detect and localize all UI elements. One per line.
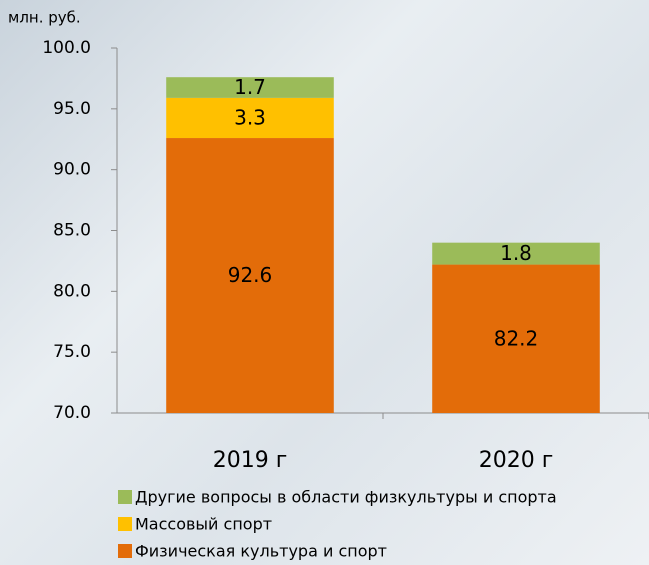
- legend-swatch: [118, 517, 132, 531]
- x-tick-label: 2020 г: [479, 448, 554, 473]
- y-tick-label: 90.0: [53, 160, 91, 180]
- bar-segment: [166, 138, 334, 414]
- legend-swatch: [118, 544, 132, 558]
- y-tick-label: 95.0: [53, 99, 91, 119]
- legend-swatch: [118, 490, 132, 504]
- data-label: 82.2: [494, 326, 539, 350]
- y-axis-label: млн. руб.: [8, 9, 81, 27]
- bar-segment: [432, 264, 600, 413]
- data-label: 1.8: [500, 241, 532, 265]
- y-tick-label: 75.0: [53, 342, 91, 362]
- legend-label: Физическая культура и спорт: [135, 542, 387, 561]
- y-tick-label: 100.0: [42, 38, 91, 58]
- y-tick-label: 85.0: [53, 221, 91, 241]
- legend-label: Массовый спорт: [135, 515, 272, 534]
- y-tick-label: 80.0: [53, 281, 91, 301]
- data-label: 1.7: [234, 75, 266, 99]
- data-label: 92.6: [228, 263, 273, 287]
- y-tick-label: 70.0: [53, 403, 91, 423]
- legend-label: Другие вопросы в области физкультуры и с…: [135, 488, 557, 507]
- x-tick-label: 2019 г: [213, 448, 288, 473]
- data-label: 3.3: [234, 105, 266, 129]
- bar-segment: [432, 242, 600, 265]
- bar-segment: [166, 97, 334, 139]
- bar-segment: [166, 77, 334, 98]
